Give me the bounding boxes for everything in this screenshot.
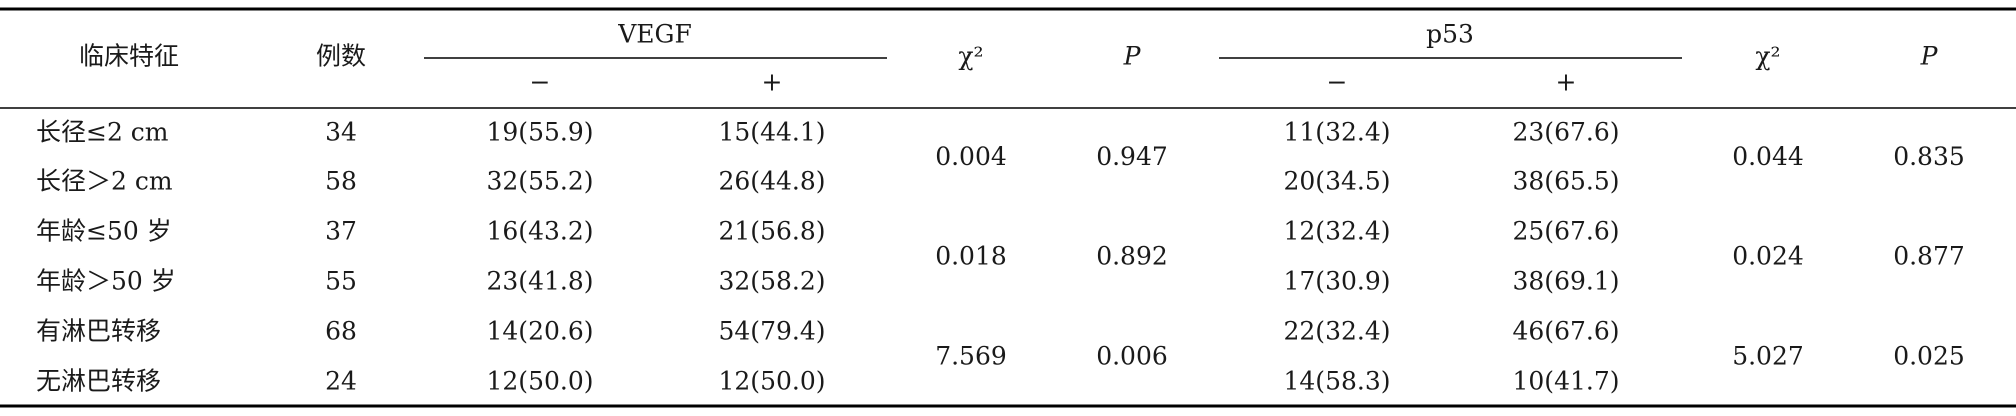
cell: 68 — [325, 317, 357, 346]
header-cell: 例数 — [316, 42, 366, 71]
cell: 20(34.5) — [1284, 167, 1391, 196]
row-label: 长径＞2 cm — [36, 167, 173, 196]
header-cell: χ² — [958, 42, 983, 71]
cell: 0.025 — [1893, 342, 1965, 371]
cell: 5.027 — [1732, 342, 1804, 371]
cell: 17(30.9) — [1284, 267, 1391, 296]
cell: 14(20.6) — [487, 317, 594, 346]
cell: 25(67.6) — [1513, 217, 1620, 246]
cell: 46(67.6) — [1513, 317, 1620, 346]
cell: 24 — [325, 367, 357, 396]
cell: 16(43.2) — [487, 217, 594, 246]
header-cell: + — [762, 68, 783, 97]
header-cell: − — [1327, 68, 1348, 97]
cell: 32(58.2) — [719, 267, 826, 296]
cell: 32(55.2) — [487, 167, 594, 196]
cell: 34 — [325, 118, 357, 147]
row-label: 年龄＞50 岁 — [36, 267, 176, 296]
cell: 21(56.8) — [719, 217, 826, 246]
cell: 0.892 — [1096, 242, 1168, 271]
cell: 10(41.7) — [1513, 367, 1620, 396]
cell: 0.947 — [1096, 142, 1168, 171]
cell: 54(79.4) — [719, 317, 826, 346]
cell: 0.004 — [935, 142, 1007, 171]
header-cell: p53 — [1426, 20, 1474, 49]
cell: 38(65.5) — [1513, 167, 1620, 196]
cell: 14(58.3) — [1284, 367, 1391, 396]
row-label: 年龄≤50 岁 — [36, 217, 172, 246]
cell: 26(44.8) — [719, 167, 826, 196]
cell: 23(41.8) — [487, 267, 594, 296]
row-label: 有淋巴转移 — [36, 317, 161, 346]
header-cell: P — [1123, 42, 1142, 71]
row-label: 长径≤2 cm — [36, 118, 169, 147]
cell: 19(55.9) — [487, 118, 594, 147]
cell: 12(50.0) — [487, 367, 594, 396]
cell: 7.569 — [935, 342, 1007, 371]
header-cell: P — [1920, 42, 1939, 71]
cell: 15(44.1) — [719, 118, 826, 147]
header-cell: 临床特征 — [79, 42, 179, 71]
header-cell: VEGF — [617, 20, 692, 49]
cell: 58 — [325, 167, 357, 196]
cell: 0.835 — [1893, 142, 1965, 171]
cell: 23(67.6) — [1513, 118, 1620, 147]
cell: 12(50.0) — [719, 367, 826, 396]
cell: 11(32.4) — [1284, 118, 1391, 147]
cell: 0.044 — [1732, 142, 1804, 171]
cell: 0.877 — [1893, 242, 1965, 271]
header-cell: + — [1556, 68, 1577, 97]
cell: 0.006 — [1096, 342, 1168, 371]
cell: 22(32.4) — [1284, 317, 1391, 346]
cell: 0.018 — [935, 242, 1007, 271]
cell: 12(32.4) — [1284, 217, 1391, 246]
row-label: 无淋巴转移 — [36, 367, 161, 396]
cell: 38(69.1) — [1513, 267, 1620, 296]
cell: 0.024 — [1732, 242, 1804, 271]
header-cell: − — [530, 68, 551, 97]
cell: 37 — [325, 217, 357, 246]
cell: 55 — [325, 267, 357, 296]
header-cell: χ² — [1755, 42, 1780, 71]
